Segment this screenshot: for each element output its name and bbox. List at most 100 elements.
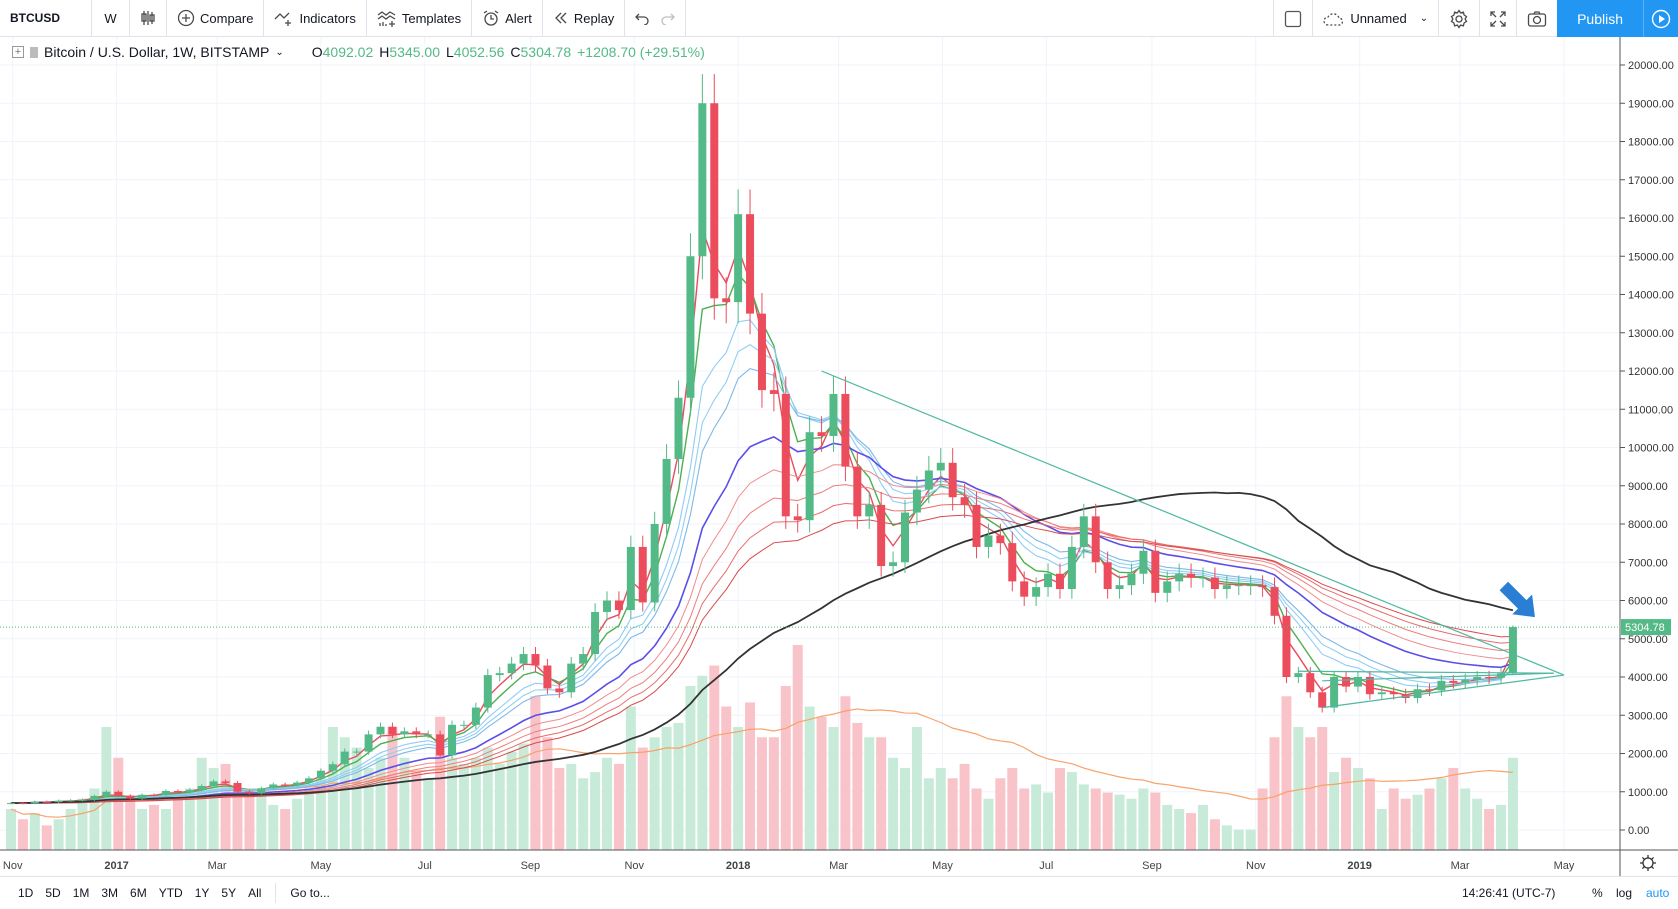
publish-play-button[interactable] xyxy=(1644,0,1678,37)
candle-body xyxy=(1497,673,1505,678)
range-3m[interactable]: 3M xyxy=(101,886,119,900)
range-all[interactable]: All xyxy=(248,886,262,900)
candle-body xyxy=(495,673,504,676)
candle-body xyxy=(18,803,27,805)
last-price-badge xyxy=(1621,619,1671,636)
candle-body xyxy=(185,789,194,793)
series-title[interactable]: Bitcoin / U.S. Dollar, 1W, BITSTAMP xyxy=(44,44,270,60)
goto-button[interactable]: Go to... xyxy=(290,886,330,900)
volume-bar xyxy=(101,727,112,850)
volume-bar xyxy=(792,645,803,850)
x-tick-label: Mar xyxy=(1451,860,1470,872)
volume-bar xyxy=(1317,727,1328,850)
log-toggle[interactable]: log xyxy=(1616,886,1633,900)
y-tick-label: 16000.00 xyxy=(1628,213,1674,225)
price-chart[interactable]: 0.00 1000.00 2000.00 3000.00 4000.00 5000.00 6… xyxy=(0,37,1678,876)
chart-type-button[interactable] xyxy=(130,0,167,37)
candle-body xyxy=(1485,677,1494,678)
interval-button[interactable]: W xyxy=(92,0,130,37)
publish-button[interactable]: Publish xyxy=(1557,0,1644,37)
volume-bar xyxy=(721,706,732,850)
chevron-down-icon: ⌄ xyxy=(275,46,284,58)
range-1y[interactable]: 1Y xyxy=(194,886,210,900)
candle-body xyxy=(197,786,206,790)
undo-icon[interactable] xyxy=(635,11,649,25)
candle-body xyxy=(1377,692,1386,695)
candle-body xyxy=(138,794,147,799)
volume-bar xyxy=(852,722,863,850)
volume-bar xyxy=(1233,829,1244,850)
volume-bar xyxy=(840,696,851,850)
y-tick-label: 19000.00 xyxy=(1628,98,1674,110)
candle-body xyxy=(519,654,528,664)
volume-bar xyxy=(971,788,982,850)
redo-icon[interactable] xyxy=(661,11,676,25)
volume-bar xyxy=(625,706,636,850)
candle-body xyxy=(912,489,921,513)
candle-body xyxy=(90,795,99,800)
candle-body xyxy=(281,784,290,786)
settings-button[interactable] xyxy=(1439,0,1481,37)
candle-body xyxy=(1437,680,1446,691)
candle-body xyxy=(1199,577,1207,579)
range-ytd[interactable]: YTD xyxy=(158,886,183,900)
candle-body xyxy=(1127,573,1136,586)
compare-button[interactable]: Compare xyxy=(167,0,265,37)
volume-bar xyxy=(315,778,326,850)
gear-circle xyxy=(1642,857,1654,869)
volume-bar xyxy=(935,768,946,850)
candle-body xyxy=(555,688,564,693)
snapshot-button[interactable] xyxy=(1517,0,1557,37)
range-1m[interactable]: 1M xyxy=(72,886,90,900)
expand-legend-icon[interactable]: + xyxy=(12,46,24,58)
auto-toggle[interactable]: auto xyxy=(1646,886,1670,900)
range-6m[interactable]: 6M xyxy=(130,886,147,900)
symbol-search[interactable]: BTCUSD xyxy=(0,0,92,37)
fullscreen-button[interactable] xyxy=(1480,0,1518,37)
volume-bar xyxy=(6,809,16,850)
layout-name-button[interactable]: Unnamed ⌄ xyxy=(1313,0,1440,37)
x-tick-label: 2018 xyxy=(726,860,750,872)
multi-layout-button[interactable] xyxy=(1273,0,1314,37)
volume-bar xyxy=(756,737,767,850)
candle-body xyxy=(400,731,409,735)
candle-body xyxy=(781,393,790,517)
undo-redo xyxy=(625,0,687,37)
templates-button[interactable]: Templates xyxy=(367,0,473,37)
candle-body xyxy=(1246,585,1255,587)
volume-bar xyxy=(685,686,696,850)
y-tick-label: 17000.00 xyxy=(1628,175,1674,187)
range-5d[interactable]: 5D xyxy=(45,886,61,900)
last-price-label: 5304.78 xyxy=(1625,622,1665,634)
ohlc-close: C5304.78 xyxy=(510,44,572,60)
volume-bar xyxy=(1066,772,1077,850)
indicators-button[interactable]: Indicators xyxy=(264,0,367,37)
candle-body xyxy=(352,751,361,753)
candle-body xyxy=(626,546,635,611)
candle-body xyxy=(293,782,302,785)
alert-button[interactable]: Alert xyxy=(472,0,543,37)
volume-bar xyxy=(375,757,386,850)
range-1d[interactable]: 1D xyxy=(18,886,34,900)
volume-bar xyxy=(983,798,994,850)
volume-bar xyxy=(447,757,458,850)
candle-body xyxy=(1473,677,1482,680)
candle-body xyxy=(698,103,707,257)
replay-button[interactable]: Replay xyxy=(543,0,626,37)
y-tick-label: 8000.00 xyxy=(1628,519,1668,531)
candle-body xyxy=(1306,673,1315,693)
candle-body xyxy=(150,794,159,796)
axis-settings-icon[interactable] xyxy=(1640,855,1656,871)
chevron-down-icon: ⌄ xyxy=(1419,13,1429,24)
candle-body xyxy=(960,497,969,505)
range-5y[interactable]: 5Y xyxy=(221,886,237,900)
candle-body xyxy=(114,791,123,796)
candle-body xyxy=(901,512,909,563)
volume-bar xyxy=(673,722,684,850)
percent-toggle[interactable]: % xyxy=(1592,886,1603,900)
volume-bar xyxy=(1221,825,1232,850)
candle-body xyxy=(889,562,898,567)
y-tick-label: 9000.00 xyxy=(1628,481,1668,493)
candle-body xyxy=(1353,677,1362,687)
candle-body xyxy=(1258,585,1267,588)
